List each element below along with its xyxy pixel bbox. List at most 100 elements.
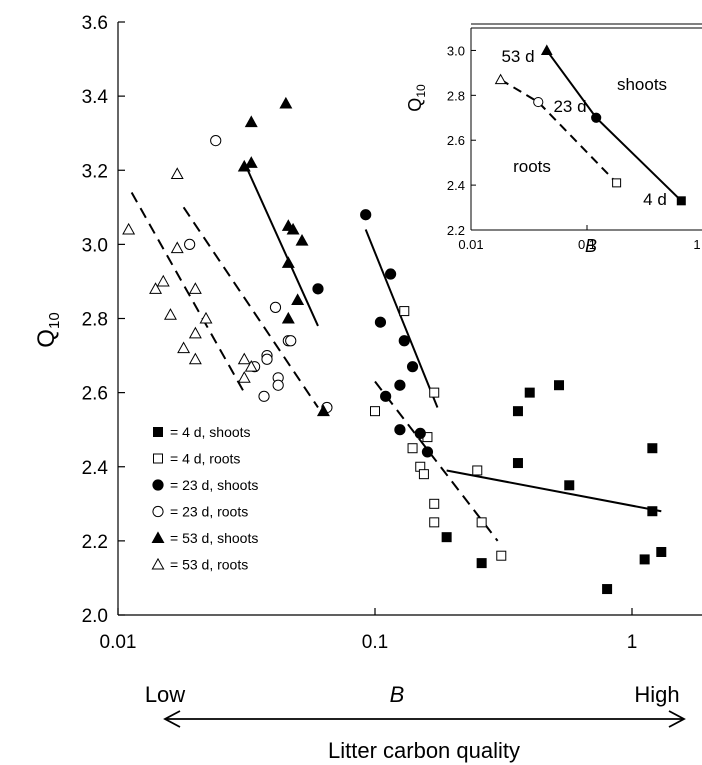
x-tick-label: 0.1 (362, 632, 388, 653)
data-point (281, 256, 295, 268)
data-point (429, 498, 440, 509)
legend-entry: = 53 d, shoots (170, 530, 258, 546)
legend-marker (153, 427, 163, 437)
data-point (421, 446, 434, 458)
data-point (279, 96, 293, 109)
inset-x-tick-label: 1 (693, 237, 700, 252)
legend: = 4 d, shoots = 4 d, roots = 23 d, shoots =… (151, 424, 258, 573)
y-tick-label: 2.2 (82, 532, 108, 553)
data-point (272, 379, 284, 391)
data-point (656, 546, 667, 557)
data-point (564, 480, 575, 491)
data-point (188, 352, 202, 365)
inset-data-point (540, 44, 553, 55)
data-point (524, 387, 535, 398)
inset-y-tick-label: 2.6 (447, 133, 465, 148)
data-point (188, 282, 202, 294)
data-point (441, 532, 452, 543)
data-point (237, 371, 251, 383)
y-tick-label: 2.8 (82, 310, 108, 331)
x-tick-label: 0.01 (100, 632, 137, 653)
legend-entry: = 23 d, shoots (170, 477, 258, 493)
legend-entry: = 4 d, shoots (170, 424, 251, 440)
data-point (316, 404, 330, 417)
data-point (295, 234, 309, 246)
inset-label-4d: 4 d (643, 190, 667, 209)
data-point (399, 306, 410, 317)
y-tick-label: 3.0 (82, 235, 108, 256)
inset-data-point (591, 112, 602, 123)
legend-marker (151, 557, 165, 570)
inset-x-tick-label: 0.1 (578, 237, 596, 252)
inset-background (428, 18, 702, 268)
data-point (414, 427, 426, 439)
data-point (360, 209, 372, 221)
inset-label-shoots: shoots (617, 75, 667, 94)
data-point (170, 241, 184, 254)
data-point (291, 293, 305, 305)
data-point (244, 115, 258, 128)
data-point (512, 406, 523, 417)
data-point (418, 469, 429, 480)
legend-entry: = 4 d, roots (170, 451, 240, 467)
y-tick-label: 3.6 (82, 13, 108, 34)
data-point (261, 353, 273, 365)
fit-line (374, 380, 499, 542)
main-plot: 2.0 2.2 2.4 2.6 2.8 3.0 3.2 3.4 3.6 0.01 0.1 1 (82, 13, 702, 653)
data-point (374, 316, 387, 328)
data-point (269, 301, 282, 313)
low-label: Low (145, 682, 185, 707)
data-point (406, 361, 419, 373)
data-point (177, 341, 191, 354)
fit-line (182, 206, 319, 409)
legend-entry: = 53 d, roots (170, 557, 248, 573)
y-tick-label: 3.4 (82, 87, 109, 108)
data-point (639, 554, 650, 565)
data-point (476, 558, 487, 569)
data-point (647, 506, 658, 517)
data-point (244, 156, 258, 168)
inset-label-53d: 53 d (501, 47, 534, 66)
x-tick-label: 1 (627, 632, 638, 653)
data-point (122, 222, 136, 235)
legend-marker (152, 505, 164, 518)
inset-label-23d: 23 d (553, 97, 586, 116)
bottom-title: Litter carbon quality (328, 738, 520, 763)
y-tick-label: 2.4 (82, 458, 109, 479)
data-point (163, 308, 177, 320)
data-point (384, 268, 397, 280)
bottom-b-label: B (390, 682, 405, 707)
data-point (199, 311, 213, 324)
inset-label-roots: roots (513, 157, 551, 176)
data-point (258, 390, 270, 402)
data-point (472, 465, 483, 476)
inset-y-tick-label: 2.2 (447, 223, 465, 238)
data-point (156, 274, 170, 287)
data-point (380, 390, 392, 402)
data-point (398, 335, 410, 347)
data-point (312, 283, 324, 295)
data-point (286, 222, 300, 235)
data-point (429, 387, 440, 398)
y-axis-label: Q10 (33, 312, 63, 347)
data-point (429, 517, 440, 528)
legend-marker (153, 453, 163, 464)
y-tick-label: 2.6 (82, 384, 108, 405)
data-point (281, 311, 295, 324)
data-point (512, 458, 523, 469)
inset-y-axis-label: Q10 (405, 84, 428, 112)
data-point (285, 335, 297, 347)
fit-line (130, 191, 246, 394)
y-tick-label: 3.2 (82, 161, 108, 182)
legend-entry: = 23 d, roots (170, 504, 248, 520)
data-point (496, 550, 507, 561)
data-point (476, 517, 487, 528)
legend-marker (151, 531, 165, 543)
data-point (237, 352, 251, 365)
data-point (244, 360, 258, 372)
inset-y-tick-label: 2.8 (447, 88, 465, 103)
data-point (210, 135, 222, 147)
data-point (407, 443, 418, 454)
inset-data-point (676, 196, 686, 206)
